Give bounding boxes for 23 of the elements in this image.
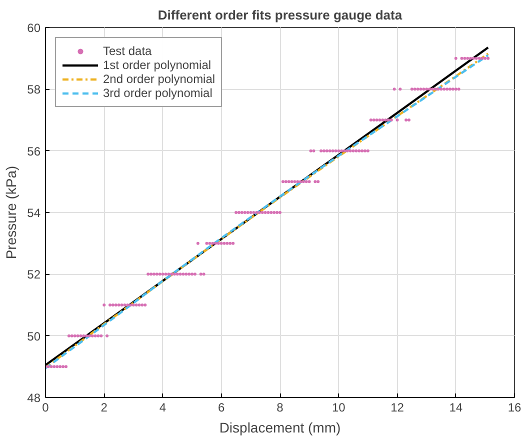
- x-tick-label: 16: [508, 400, 522, 414]
- x-axis-title: Displacement (mm): [219, 420, 341, 436]
- x-tick-label: 2: [100, 400, 108, 414]
- x-tick-label: 0: [42, 400, 50, 414]
- legend-label: 1st order polynomial: [103, 58, 212, 72]
- x-tick-label: 6: [218, 400, 226, 414]
- legend-label: 2nd order polynomial: [103, 72, 216, 86]
- y-tick-label: 60: [27, 21, 41, 35]
- chart-title: Different order fits pressure gauge data: [158, 8, 403, 22]
- x-tick-label: 10: [332, 400, 346, 414]
- y-tick-label: 52: [27, 268, 41, 282]
- x-tick-label: 12: [390, 400, 404, 414]
- x-tick-label: 8: [276, 400, 284, 414]
- x-tick-label: 4: [159, 400, 166, 414]
- y-tick-label: 58: [27, 82, 41, 97]
- y-tick-label: 48: [27, 391, 41, 405]
- legend-label: Test data: [103, 44, 152, 58]
- y-tick-label: 54: [27, 206, 41, 220]
- y-axis-title: Pressure (kPa): [3, 166, 20, 260]
- legend-label: 3rd order polynomial: [103, 86, 212, 100]
- y-tick-label: 56: [27, 144, 41, 158]
- y-tick-label: 50: [27, 329, 41, 344]
- x-tick-label: 14: [449, 400, 463, 414]
